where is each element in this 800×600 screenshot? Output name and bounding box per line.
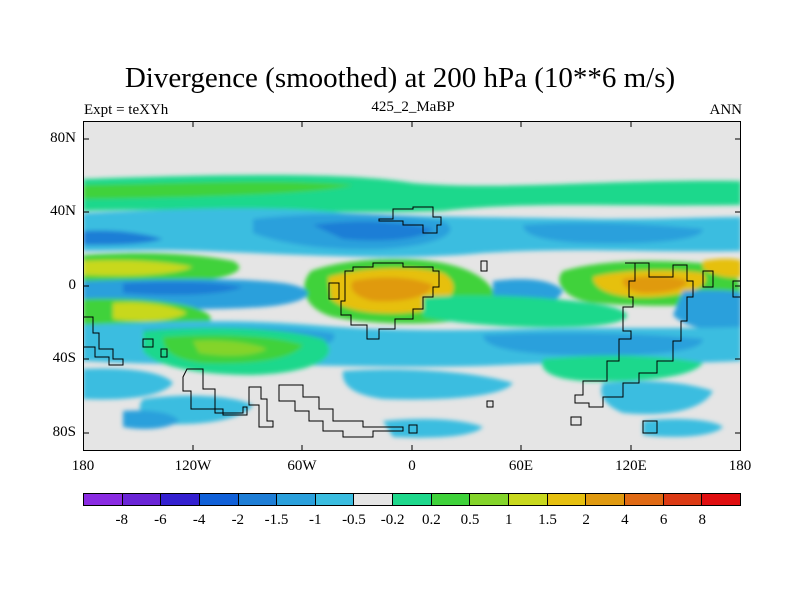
lat-tick-label: 80S <box>52 424 76 440</box>
lon-tick-label: 120W <box>174 458 212 474</box>
colorbar-swatch <box>277 494 316 505</box>
colorbar-label: -0.2 <box>380 512 405 528</box>
colorbar-swatch <box>122 494 162 505</box>
colorbar-label: -6 <box>154 512 167 528</box>
colorbar-label: 1.5 <box>538 512 557 528</box>
season-label: ANN <box>709 102 743 118</box>
colorbar-label: -0.5 <box>342 512 366 528</box>
colorbar-label: 8 <box>698 512 707 528</box>
colorbar-swatch <box>315 494 355 505</box>
colorbar-swatch <box>547 494 587 505</box>
lat-tick-label: 80N <box>50 130 76 146</box>
colorbar-label: 4 <box>621 512 629 528</box>
colorbar-swatch <box>470 494 510 505</box>
coastlines <box>83 206 741 438</box>
colorbar-label: 0.5 <box>460 512 480 528</box>
colorbar-label: 2 <box>582 512 590 528</box>
colorbar-label: 0.2 <box>421 512 441 528</box>
colorbar-swatch <box>702 494 740 505</box>
colorbar-swatch <box>431 494 471 505</box>
colorbar-label: -8 <box>115 512 128 528</box>
colorbar-swatch <box>161 494 200 505</box>
lon-tick-label: 180 <box>728 458 752 474</box>
colorbar-swatch <box>393 494 432 505</box>
colorbar-swatch <box>663 494 703 505</box>
plot-title: Divergence (smoothed) at 200 hPa (10**6 … <box>124 62 676 94</box>
colorbar-label: -1 <box>308 512 322 528</box>
case-label: 425_2_MaBP <box>371 99 455 115</box>
lon-tick-label: 60E <box>508 458 534 474</box>
lat-tick-label: 40S <box>52 350 76 366</box>
map-fill <box>83 121 741 451</box>
colorbar-label: 1 <box>505 512 513 528</box>
divergence-map <box>83 121 741 451</box>
lat-tick-label: 0 <box>68 277 77 293</box>
colorbar-label: -4 <box>192 512 206 528</box>
colorbar-label: -1.5 <box>264 512 289 528</box>
colorbar-swatch <box>354 494 394 505</box>
colorbar-swatch <box>624 494 664 505</box>
colorbar <box>83 493 741 506</box>
lon-tick-label: 120E <box>615 458 647 474</box>
lon-tick-label: 180 <box>71 458 95 474</box>
experiment-label: Expt = teXYh <box>84 102 169 118</box>
colorbar-swatch <box>84 494 123 505</box>
tick-marks <box>83 121 741 451</box>
colorbar-label: -2 <box>231 512 245 528</box>
lon-tick-label: 60W <box>287 458 317 474</box>
colorbar-swatch <box>586 494 625 505</box>
colorbar-swatch <box>238 494 278 505</box>
lon-tick-label: 0 <box>408 458 416 474</box>
lat-tick-label: 40N <box>50 203 76 219</box>
colorbar-swatch <box>199 494 239 505</box>
colorbar-label: 6 <box>659 512 668 528</box>
colorbar-swatch <box>509 494 548 505</box>
